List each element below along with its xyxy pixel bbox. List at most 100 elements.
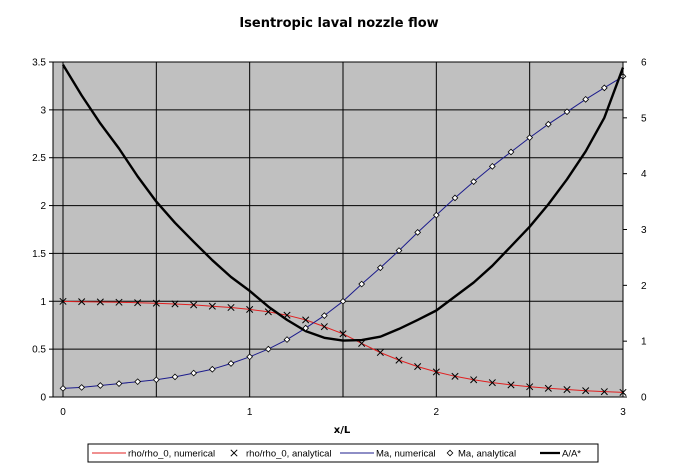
marker-x-point-0 xyxy=(59,297,67,305)
y-tick-label: 1.5 xyxy=(32,249,46,260)
marker-x-point-4 xyxy=(134,299,142,307)
marker-diamond-point-10 xyxy=(246,353,254,361)
y-tick-label: 2 xyxy=(40,201,46,212)
marker-x-point-14 xyxy=(320,323,328,331)
legend: rho/rho_0, numerical rho/rho_0, analytica… xyxy=(87,443,599,463)
y-axis-left: 0 0.5 1 1.5 2 2.5 3 3.5 xyxy=(32,58,53,404)
y2-tick-label: 6 xyxy=(641,58,647,69)
marker-x-point-22 xyxy=(470,376,478,384)
marker-diamond-point-20 xyxy=(432,211,440,219)
marker-x-point-13 xyxy=(302,316,310,324)
marker-x-point-6 xyxy=(171,300,179,308)
marker-diamond-point-15 xyxy=(339,297,347,305)
legend-item-3: Ma, analytical xyxy=(446,449,516,460)
marker-x-point-2 xyxy=(96,298,104,306)
marker-diamond-point-2 xyxy=(96,382,104,389)
plot-area xyxy=(53,62,623,397)
legend-label: rho/rho_0, numerical xyxy=(128,449,215,460)
x-axis: 0 1 2 3 xyxy=(60,407,626,418)
marker-diamond-point-legend xyxy=(446,449,454,457)
marker-x-point-28 xyxy=(582,387,590,395)
y2-tick-label: 5 xyxy=(641,113,647,124)
marker-x-point-11 xyxy=(264,308,272,316)
y-tick-label: 0.5 xyxy=(32,345,46,356)
marker-x-point-27 xyxy=(563,385,571,394)
marker-diamond-point-18 xyxy=(395,247,403,254)
marker-diamond-point-7 xyxy=(190,369,198,377)
legend-label: A/A* xyxy=(562,449,581,460)
marker-x-point-18 xyxy=(395,356,403,364)
marker-x-point-24 xyxy=(507,381,515,389)
marker-x-point-15 xyxy=(339,330,347,338)
series-line-4 xyxy=(61,64,625,342)
series-1 xyxy=(59,297,627,396)
marker-diamond-point-0 xyxy=(59,385,67,392)
legend-item-0: rho/rho_0, numerical xyxy=(92,449,215,460)
marker-diamond-point-13 xyxy=(302,324,310,332)
plot-border xyxy=(52,61,624,398)
marker-diamond-point-27 xyxy=(563,108,571,116)
y2-tick-label: 0 xyxy=(641,393,647,404)
x-tick-label: 3 xyxy=(620,407,626,418)
marker-x-point-25 xyxy=(526,383,534,391)
marker-diamond-point-22 xyxy=(470,178,478,186)
x-tick-label: 2 xyxy=(434,407,440,418)
marker-diamond-point-17 xyxy=(376,264,384,272)
marker-x-point-3 xyxy=(115,298,123,306)
marker-x-point-26 xyxy=(544,384,552,392)
marker-diamond-point-25 xyxy=(526,134,534,141)
y-axis-right: 0 1 2 3 4 5 6 xyxy=(623,58,647,404)
marker-diamond-point-14 xyxy=(320,312,328,320)
marker-diamond-point-9 xyxy=(227,360,235,367)
legend-item-1: rho/rho_0, analytical xyxy=(230,449,332,460)
marker-x-point-23 xyxy=(488,379,496,387)
marker-diamond-point-28 xyxy=(582,95,590,103)
marker-diamond-point-29 xyxy=(600,84,608,92)
legend-label: Ma, analytical xyxy=(458,449,516,460)
marker-diamond-point-24 xyxy=(507,148,515,156)
y-tick-label: 3.5 xyxy=(32,58,46,69)
marker-diamond-point-16 xyxy=(358,280,366,288)
y2-tick-label: 2 xyxy=(641,281,647,292)
series-layer xyxy=(59,64,627,396)
marker-diamond-point-23 xyxy=(488,162,496,170)
marker-x-point-9 xyxy=(227,303,235,312)
x-axis-label: x/L xyxy=(334,425,351,436)
legend-label: Ma, numerical xyxy=(376,449,436,460)
marker-x-point-12 xyxy=(283,311,291,319)
series-3 xyxy=(59,72,627,392)
marker-diamond-point-11 xyxy=(264,345,272,353)
marker-x-point-20 xyxy=(432,368,440,376)
marker-x-point-legend xyxy=(230,449,238,457)
marker-diamond-point-21 xyxy=(451,194,459,202)
y2-tick-label: 4 xyxy=(641,169,647,180)
chart-title: Isentropic laval nozzle flow xyxy=(239,16,438,31)
marker-x-point-21 xyxy=(451,372,459,380)
y-tick-label: 1 xyxy=(40,297,46,308)
y-tick-label: 2.5 xyxy=(32,153,46,164)
marker-x-point-10 xyxy=(246,305,254,313)
marker-x-point-1 xyxy=(78,298,86,306)
marker-x-point-7 xyxy=(190,301,198,309)
marker-diamond-point-12 xyxy=(283,336,291,343)
y2-tick-label: 1 xyxy=(641,337,647,348)
marker-diamond-point-26 xyxy=(544,120,552,128)
marker-diamond-point-5 xyxy=(152,376,160,384)
y-tick-label: 0 xyxy=(40,393,46,404)
series-4 xyxy=(61,64,625,342)
marker-diamond-point-3 xyxy=(115,380,123,387)
y2-tick-label: 3 xyxy=(641,225,647,236)
x-tick-label: 1 xyxy=(247,407,253,418)
marker-x-point-5 xyxy=(152,299,160,307)
y-tick-label: 3 xyxy=(40,105,46,116)
marker-x-point-19 xyxy=(414,363,422,371)
marker-x-point-16 xyxy=(358,339,366,347)
marker-diamond-point-6 xyxy=(171,373,179,381)
marker-diamond-point-4 xyxy=(134,378,142,386)
marker-diamond-point-19 xyxy=(414,229,422,236)
marker-x-point-17 xyxy=(376,348,384,357)
legend-item-2: Ma, numerical xyxy=(340,449,436,460)
marker-x-point-29 xyxy=(600,388,608,396)
legend-label: rho/rho_0, analytical xyxy=(246,449,332,460)
